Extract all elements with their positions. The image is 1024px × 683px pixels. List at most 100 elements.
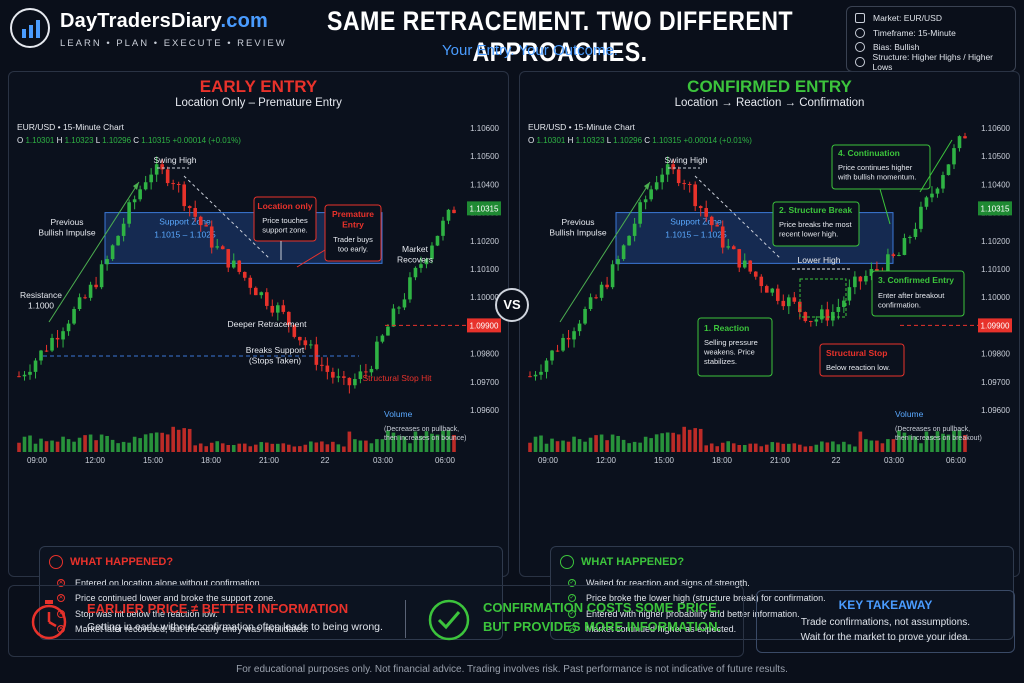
candle-body: [649, 189, 653, 200]
volume-bar: [616, 435, 620, 452]
volume-bar: [946, 434, 951, 452]
candle-body: [160, 164, 164, 170]
check-bullet-icon: ✓: [568, 578, 576, 587]
impulse-arrow: [559, 181, 651, 323]
arrow-head-icon: [133, 182, 139, 190]
x-circle-icon: [49, 555, 63, 569]
volume-bar: [386, 430, 390, 452]
volume-bar: [441, 430, 445, 452]
support-zone-label: Support Zone: [159, 217, 211, 227]
what-happened-box-right: [550, 546, 1014, 640]
volume-bar: [764, 444, 769, 452]
volume-bar: [336, 444, 341, 452]
volume-bar: [798, 444, 802, 452]
volume-bar: [342, 446, 346, 452]
candle-body: [242, 271, 247, 278]
brand-name[interactable]: DayTradersDiary.com: [60, 10, 268, 32]
candle-body: [347, 377, 352, 386]
volume-bar: [665, 432, 670, 452]
volume-bar: [803, 446, 808, 452]
volume-bar: [533, 436, 538, 452]
volume-bar: [154, 432, 159, 452]
premature-entry-title: Entry: [342, 220, 364, 230]
candle-body: [452, 209, 456, 214]
candle-body: [83, 297, 87, 299]
candle-body: [869, 269, 874, 276]
volume-bar: [671, 432, 675, 452]
volume-bar: [825, 442, 830, 452]
candle-body: [270, 305, 275, 313]
candle-body: [320, 364, 324, 366]
candle-body: [287, 311, 291, 326]
candle-body: [698, 206, 703, 209]
info-market: Market: EUR/USD: [873, 13, 942, 24]
candle-body: [588, 297, 593, 309]
candle-body: [176, 184, 181, 186]
candle-body: [303, 340, 308, 346]
impulse-arrow: [48, 181, 140, 323]
volume-bar: [742, 444, 747, 452]
candle-body: [836, 307, 841, 312]
volume-bar: [149, 433, 153, 452]
candle-body: [930, 193, 934, 198]
volume-bar: [836, 444, 841, 452]
candle-body: [187, 206, 192, 209]
y-tick-label: 1.10500: [981, 152, 1010, 161]
candle-body: [105, 259, 109, 265]
y-tick-label: 1.10500: [470, 152, 499, 161]
confirmed-entry-panel: CONFIRMED ENTRY Location → Reaction → Co…: [519, 71, 1020, 640]
volume-bar: [731, 443, 736, 452]
candle-body: [897, 254, 901, 257]
volume-title: Volume: [895, 409, 924, 419]
candle-body: [99, 264, 104, 288]
volume-bar: [413, 431, 418, 452]
volume-bar: [753, 443, 758, 452]
volume-bar: [599, 434, 604, 452]
last-price-tag: [467, 201, 501, 216]
x-tick-label: 03:00: [373, 456, 394, 465]
candle-body: [737, 249, 742, 268]
volume-description: then increases on bounce): [384, 435, 467, 442]
volume-bar: [369, 443, 374, 452]
volume-bar: [930, 435, 934, 452]
premature-entry-text: Trader buys: [333, 235, 373, 244]
premature-entry-text: too early.: [338, 245, 368, 254]
volume-bar: [358, 440, 363, 452]
y-tick-label: 1.09700: [981, 378, 1010, 387]
volume-bar: [941, 433, 945, 452]
candle-body: [555, 350, 560, 352]
candle-body: [583, 308, 587, 324]
candle-body: [704, 208, 709, 217]
location-only-title: Location only: [257, 201, 313, 211]
early-entry-panel: EARLY ENTRY Location Only – Premature En…: [8, 71, 509, 640]
volume-bar: [935, 431, 940, 452]
resistance-label: 1.1000: [28, 301, 54, 311]
volume-bar: [105, 435, 109, 452]
volume-bar: [375, 439, 379, 452]
continuation-title: 4. Continuation: [838, 148, 900, 158]
volume-bar: [759, 446, 764, 452]
structural-stop-hit-label: Structural Stop Hit: [363, 373, 433, 383]
chart-symbol-label: EUR/USD • 15-Minute Chart: [528, 122, 636, 132]
volume-bar: [281, 443, 286, 452]
reaction-text: Selling pressure: [704, 338, 758, 347]
continuation-arrow: [919, 139, 953, 193]
resistance-label: Resistance: [20, 290, 62, 300]
volume-bar: [33, 443, 38, 452]
candle-body: [116, 235, 120, 246]
candle-body: [627, 235, 631, 246]
previous-impulse-label: Bullish Impulse: [549, 228, 606, 238]
bottom-summary-box: EARLIER PRICE ≠ BETTER INFORMATION Getti…: [8, 585, 744, 657]
candle-body: [831, 311, 835, 321]
volume-bar: [248, 446, 253, 452]
volume-bar: [408, 443, 412, 452]
volume-bar: [121, 441, 126, 452]
volume-bar: [160, 432, 164, 452]
volume-bar: [77, 437, 82, 452]
candle-body: [660, 174, 664, 183]
ohlc-readout: O 1.10301 H 1.10323 L 1.10296 C 1.10315 …: [528, 136, 752, 145]
candle-body: [314, 344, 319, 365]
what-happened-text: Waited for reaction and signs of strengt…: [586, 577, 750, 588]
candle-body: [858, 276, 863, 282]
volume-bar: [193, 445, 198, 452]
